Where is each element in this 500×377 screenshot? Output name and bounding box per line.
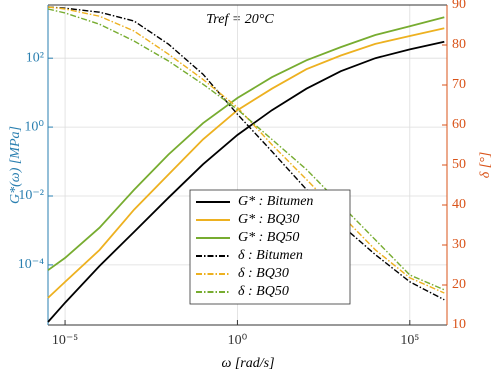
legend-box [189, 189, 351, 305]
y2-tick-label: 30 [452, 237, 466, 252]
series-line [47, 16, 445, 271]
y-tick-label: 10⁻² [18, 188, 44, 203]
series-line [47, 40, 445, 323]
legend-label: δ : BQ50 [238, 284, 289, 299]
y2-tick-label: 10 [452, 317, 466, 332]
legend-label: δ : Bitumen [238, 248, 303, 263]
x-axis-label: ω [rad/s] [221, 356, 274, 371]
y2-tick-label: 90 [452, 0, 466, 12]
y2-tick-label: 50 [452, 157, 466, 172]
legend-label: δ : BQ30 [238, 266, 289, 281]
y2-tick-label: 80 [452, 37, 466, 52]
y2-tick-label: 20 [452, 277, 466, 292]
y-axis-label: G*(ω) [MPa] [8, 126, 23, 204]
y-tick-label: 10² [26, 50, 44, 65]
legend-label: G* : BQ30 [238, 212, 299, 227]
series-line [47, 8, 445, 291]
series-line [47, 6, 445, 294]
annotation: Tref = 20°C [206, 12, 274, 27]
x-tick-label: 10⁻⁵ [52, 333, 78, 348]
y2-axis-label: δ [°] [478, 152, 493, 179]
series-line [47, 6, 445, 301]
legend-label: G* : Bitumen [238, 194, 313, 209]
series-line [47, 27, 445, 299]
y-tick-label: 10⁻⁴ [18, 257, 44, 272]
x-tick-label: 10⁵ [400, 333, 419, 348]
legend-label: G* : BQ50 [238, 230, 299, 245]
y2-tick-label: 40 [452, 197, 466, 212]
x-tick-label: 10⁰ [228, 333, 248, 348]
y2-tick-label: 70 [452, 77, 466, 92]
y2-tick-label: 60 [452, 117, 466, 132]
y-tick-label: 10⁰ [24, 119, 44, 134]
